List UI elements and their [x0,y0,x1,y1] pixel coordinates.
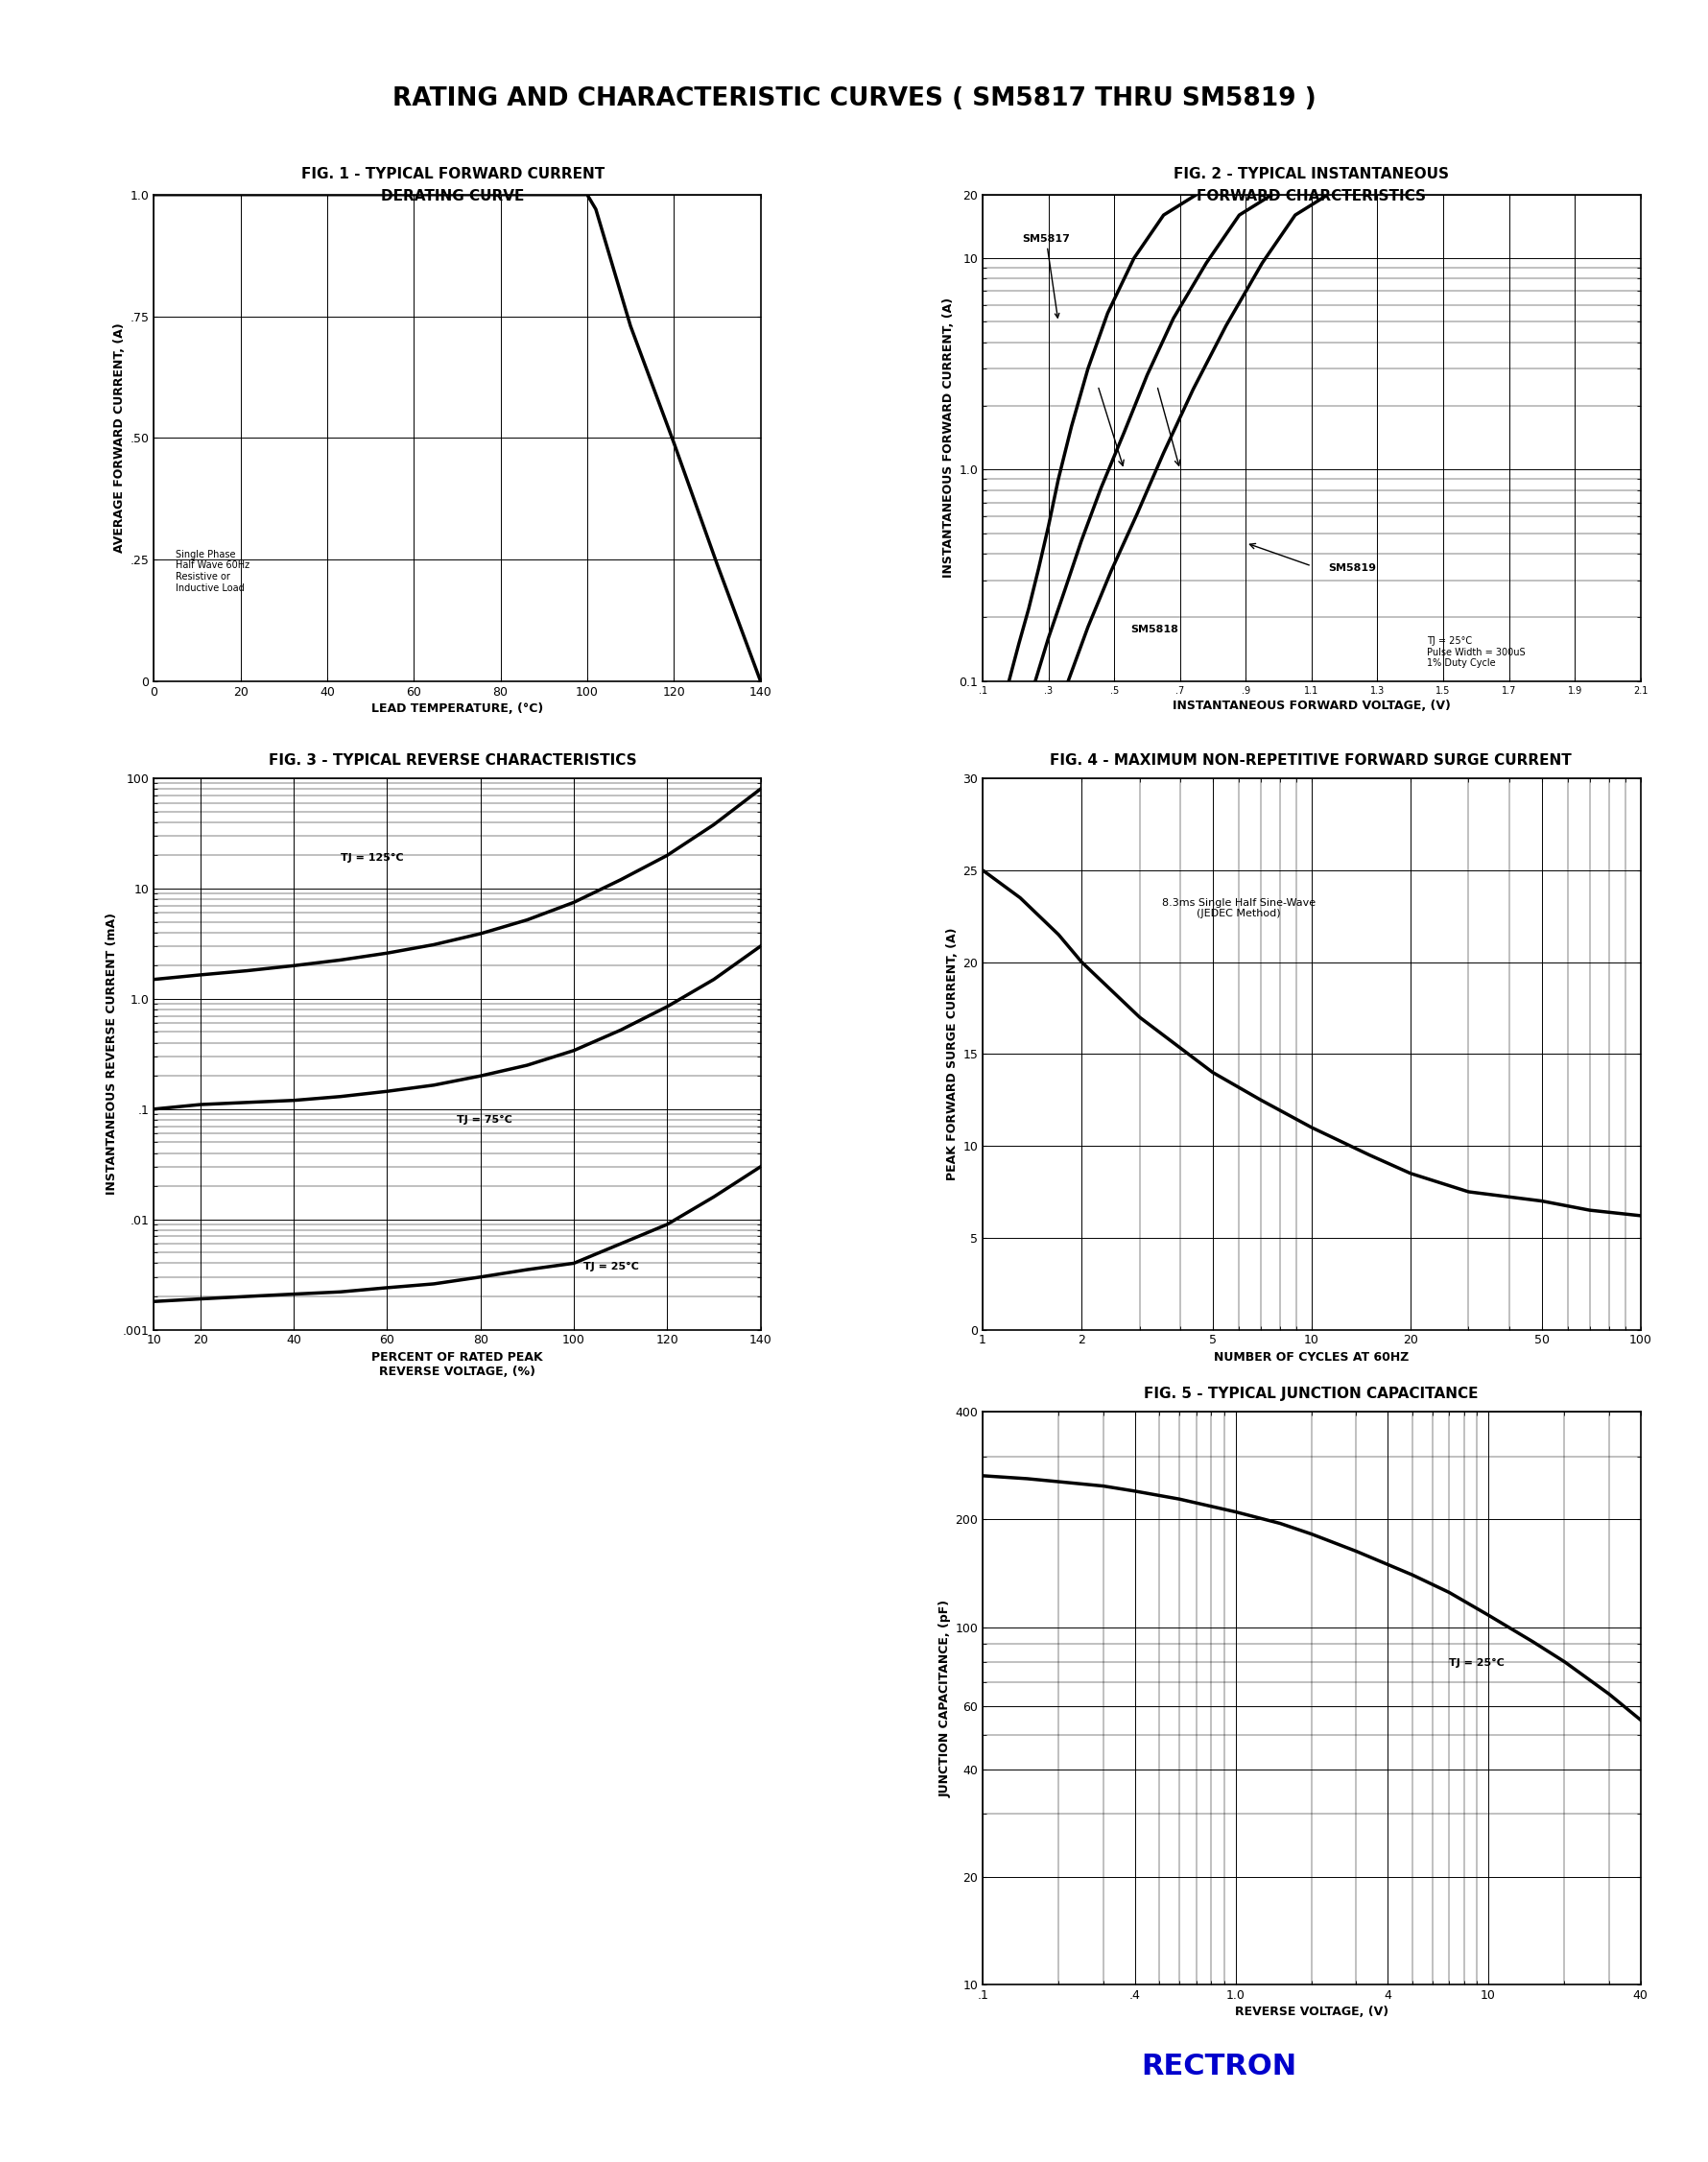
X-axis label: NUMBER OF CYCLES AT 60HZ: NUMBER OF CYCLES AT 60HZ [1213,1351,1409,1364]
Y-axis label: INSTANTANEOUS FORWARD CURRENT, (A): INSTANTANEOUS FORWARD CURRENT, (A) [941,298,955,577]
Text: FORWARD CHARCTERISTICS: FORWARD CHARCTERISTICS [1196,188,1424,203]
Text: SM5819: SM5819 [1327,564,1375,573]
X-axis label: PERCENT OF RATED PEAK
REVERSE VOLTAGE, (%): PERCENT OF RATED PEAK REVERSE VOLTAGE, (… [371,1351,543,1377]
Text: 8.3ms Single Half Sine-Wave
(JEDEC Method): 8.3ms Single Half Sine-Wave (JEDEC Metho… [1161,897,1315,919]
Text: FIG. 1 - TYPICAL FORWARD CURRENT: FIG. 1 - TYPICAL FORWARD CURRENT [301,166,605,182]
X-axis label: LEAD TEMPERATURE, (°C): LEAD TEMPERATURE, (°C) [371,703,543,716]
Text: DERATING CURVE: DERATING CURVE [381,188,524,203]
Text: FIG. 4 - MAXIMUM NON-REPETITIVE FORWARD SURGE CURRENT: FIG. 4 - MAXIMUM NON-REPETITIVE FORWARD … [1049,752,1571,768]
Text: FIG. 3 - TYPICAL REVERSE CHARACTERISTICS: FIG. 3 - TYPICAL REVERSE CHARACTERISTICS [268,752,637,768]
Text: TJ = 75°C: TJ = 75°C [456,1116,512,1124]
Text: RATING AND CHARACTERISTIC CURVES ( SM5817 THRU SM5819 ): RATING AND CHARACTERISTIC CURVES ( SM581… [393,86,1315,112]
X-axis label: REVERSE VOLTAGE, (V): REVERSE VOLTAGE, (V) [1235,2006,1387,2019]
Text: Single Phase
Half Wave 60Hz
Resistive or
Inductive Load: Single Phase Half Wave 60Hz Resistive or… [176,549,249,592]
Y-axis label: PEAK FORWARD SURGE CURRENT, (A): PEAK FORWARD SURGE CURRENT, (A) [946,927,958,1180]
Text: SM5818: SM5818 [1131,625,1179,633]
Text: SM5817: SM5817 [1021,233,1069,318]
Text: FIG. 5 - TYPICAL JUNCTION CAPACITANCE: FIG. 5 - TYPICAL JUNCTION CAPACITANCE [1143,1386,1477,1401]
Y-axis label: INSTANTANEOUS REVERSE CURRENT (mA): INSTANTANEOUS REVERSE CURRENT (mA) [106,912,118,1196]
Text: TJ = 125°C: TJ = 125°C [340,852,403,863]
Y-axis label: JUNCTION CAPACITANCE, (pF): JUNCTION CAPACITANCE, (pF) [938,1600,951,1797]
Text: FIG. 2 - TYPICAL INSTANTANEOUS: FIG. 2 - TYPICAL INSTANTANEOUS [1172,166,1448,182]
Text: TJ = 25°C: TJ = 25°C [582,1263,639,1271]
Text: TJ = 25°C
Pulse Width = 300uS
1% Duty Cycle: TJ = 25°C Pulse Width = 300uS 1% Duty Cy… [1426,636,1524,668]
X-axis label: INSTANTANEOUS FORWARD VOLTAGE, (V): INSTANTANEOUS FORWARD VOLTAGE, (V) [1172,698,1450,711]
Text: RECTRON: RECTRON [1141,2054,1296,2080]
Y-axis label: AVERAGE FORWARD CURRENT, (A): AVERAGE FORWARD CURRENT, (A) [113,322,126,553]
Text: TJ = 25°C: TJ = 25°C [1448,1658,1503,1667]
